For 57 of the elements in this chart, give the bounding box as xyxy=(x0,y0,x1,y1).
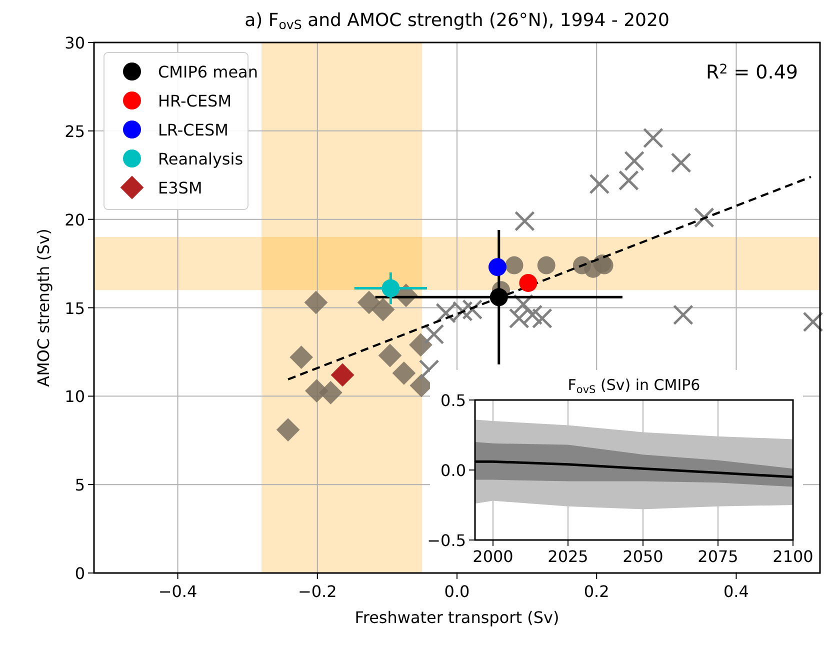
point xyxy=(330,363,354,387)
point xyxy=(304,290,328,314)
point xyxy=(505,256,524,274)
legend-label: E3SM xyxy=(158,178,202,198)
legend-label: Reanalysis xyxy=(158,150,244,168)
legend-label: LR-CESM xyxy=(158,120,228,140)
point xyxy=(508,308,530,329)
point xyxy=(409,333,432,357)
y-tick-label: 0.5 xyxy=(440,391,466,410)
y-tick-label: −0.5 xyxy=(427,531,466,550)
y-tick-label: 15 xyxy=(64,298,85,318)
x-tick-label: 0.4 xyxy=(724,582,749,601)
y-tick-label: 0 xyxy=(74,564,85,583)
point xyxy=(670,152,692,173)
point xyxy=(519,274,538,292)
y-tick-label: 30 xyxy=(64,34,85,52)
point xyxy=(276,418,300,442)
point xyxy=(642,128,664,148)
point xyxy=(382,279,400,298)
y-tick-label: 20 xyxy=(64,210,85,230)
chart-title: a) F$_{ovS}$ and AMOC strength (26°N), 1994 - 2020 xyxy=(244,10,670,32)
x-tick-label: −0.2 xyxy=(298,582,337,601)
point xyxy=(424,324,444,345)
x-axis-title: Freshwater transport (Sv) xyxy=(354,608,560,627)
x-tick-label: −0.4 xyxy=(158,582,198,601)
x-tick-label: 2025 xyxy=(548,547,588,566)
y-tick-label: 0.0 xyxy=(440,461,466,480)
point xyxy=(532,308,552,329)
point xyxy=(672,304,694,326)
point xyxy=(392,361,416,385)
x-tick-label: 2075 xyxy=(698,547,738,566)
point xyxy=(514,210,535,232)
point xyxy=(371,298,395,322)
y-tick-label: 25 xyxy=(64,122,85,141)
legend-label: HR-CESM xyxy=(158,92,232,110)
point xyxy=(618,170,639,191)
point xyxy=(537,256,556,274)
y-tick-label: 10 xyxy=(64,387,85,406)
x-tick-label: 2050 xyxy=(622,547,664,566)
y-tick-label: 5 xyxy=(74,476,85,495)
chart-title: F$_{ovS}$ (Sv) in CMIP6 xyxy=(568,376,700,396)
point xyxy=(378,344,402,368)
y-axis-title: AMOC strength (Sv) xyxy=(34,228,53,387)
point xyxy=(318,380,342,404)
point xyxy=(802,312,824,332)
legend-label: CMIP6 mean xyxy=(158,62,258,82)
point xyxy=(490,288,508,306)
x-tick-label: 0.2 xyxy=(584,582,610,601)
point xyxy=(290,346,314,369)
x-tick-label: 2000 xyxy=(472,547,514,566)
point xyxy=(589,174,610,194)
point xyxy=(522,304,543,326)
point xyxy=(488,258,506,276)
x-tick-label: 2100 xyxy=(772,547,814,566)
point xyxy=(357,290,381,314)
point xyxy=(624,150,645,172)
annotation: R$^{2}$ = 0.49 xyxy=(706,62,798,84)
